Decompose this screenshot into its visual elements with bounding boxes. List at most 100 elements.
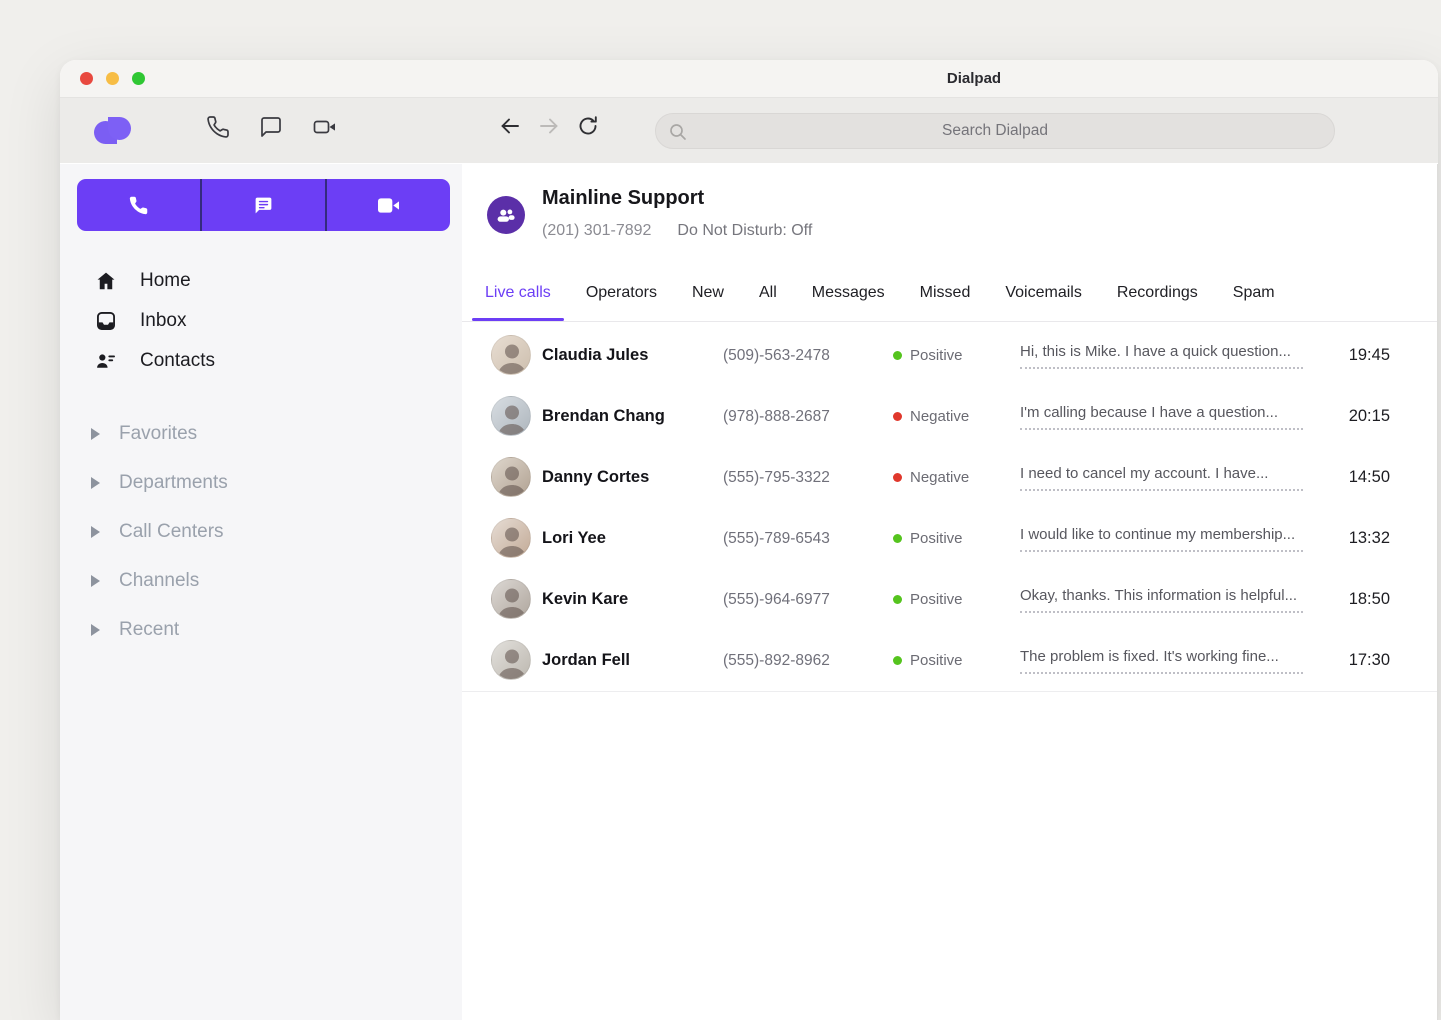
avatar [491,518,531,558]
dnd-status[interactable]: Do Not Disturb: Off [677,222,813,239]
chevron-right-icon [91,427,100,440]
sidebar: Home Inbox Contacts [60,164,462,1020]
message-button[interactable] [200,179,325,231]
contact-subtitle: (201) 301-7892 Do Not Disturb: Off [542,222,812,240]
minimize-button[interactable] [106,72,119,85]
dialpad-logo-icon [94,115,134,147]
call-time: 19:45 [1348,346,1390,364]
search-bar [655,113,1335,149]
contacts-icon [94,350,118,372]
video-filled-icon [378,197,399,213]
tab[interactable]: Live calls [472,278,564,321]
call-row[interactable]: Lori Yee (555)-789-6543 Positive I would… [462,508,1437,569]
sidebar-item-home[interactable]: Home [60,261,462,301]
call-button[interactable] [77,179,200,231]
call-row[interactable]: Kevin Kare (555)-964-6977 Positive Okay,… [462,569,1437,630]
phone-icon[interactable] [206,115,230,139]
caller-phone: (509)-563-2478 [723,346,830,364]
avatar [491,457,531,497]
tab[interactable]: Recordings [1116,284,1198,301]
tab[interactable]: New [691,284,724,301]
caller-phone: (555)-789-6543 [723,529,830,547]
group-avatar [487,196,525,234]
sidebar-item-inbox[interactable]: Inbox [60,301,462,341]
tab-bar: Live calls Operators New All Messages Mi… [462,278,1437,322]
window-title: Dialpad [946,70,1002,87]
forward-icon[interactable] [537,114,561,138]
sidebar-section[interactable]: Favorites [60,409,462,458]
caller-name: Kevin Kare [542,590,629,608]
tab[interactable]: Voicemails [1005,284,1082,301]
sidebar-section-label: Favorites [119,422,198,444]
inbox-icon [94,310,118,332]
sidebar-section[interactable]: Departments [60,458,462,507]
caller-phone: (555)-892-8962 [723,651,830,669]
caller-name: Lori Yee [542,529,606,547]
tab[interactable]: Missed [919,284,971,301]
call-row[interactable]: Jordan Fell (555)-892-8962 Positive The … [462,630,1437,691]
call-time: 20:15 [1348,407,1390,425]
sidebar-section[interactable]: Channels [60,556,462,605]
sentiment-dot [893,351,902,360]
transcript-snippet[interactable]: Okay, thanks. This information is helpfu… [1020,587,1303,613]
chevron-right-icon [91,574,100,587]
sentiment-label: Positive [910,652,963,669]
tab[interactable]: Messages [811,284,885,301]
navigation-buttons [498,114,600,138]
home-icon [94,270,118,292]
sidebar-sections: Favorites Departments Call Centers [60,409,462,654]
sentiment-dot [893,656,902,665]
sentiment-label: Negative [910,469,970,486]
call-row[interactable]: Claudia Jules (509)-563-2478 Positive Hi… [462,325,1437,386]
call-time: 17:30 [1348,651,1390,669]
chat-icon[interactable] [259,115,283,139]
search-input[interactable] [656,114,1334,148]
sidebar-item-label: Inbox [140,310,187,331]
group-icon [497,209,515,222]
caller-name: Jordan Fell [542,651,631,669]
transcript-snippet[interactable]: I'm calling because I have a question... [1020,404,1303,430]
sentiment-dot [893,595,902,604]
call-list: Claudia Jules (509)-563-2478 Positive Hi… [462,325,1437,691]
avatar [491,579,531,619]
sidebar-item-label: Home [140,270,191,291]
transcript-snippet[interactable]: Hi, this is Mike. I have a quick questio… [1020,343,1303,369]
tab[interactable]: Operators [585,284,657,301]
video-call-button[interactable] [325,179,450,231]
sidebar-section-label: Call Centers [119,520,224,542]
caller-phone: (555)-964-6977 [723,590,830,608]
chevron-right-icon [91,476,100,489]
call-time: 13:32 [1348,529,1390,547]
main-panel: Mainline Support (201) 301-7892 Do Not D… [462,164,1438,1020]
tab[interactable]: Spam [1232,284,1275,301]
close-button[interactable] [80,72,93,85]
call-time: 18:50 [1348,590,1390,608]
transcript-snippet[interactable]: I would like to continue my membership..… [1020,526,1303,552]
refresh-icon[interactable] [576,114,600,138]
tab[interactable]: All [758,284,777,301]
chevron-right-icon [91,623,100,636]
transcript-snippet[interactable]: The problem is fixed. It's working fine.… [1020,648,1303,674]
sentiment-label: Negative [910,408,970,425]
call-row[interactable]: Brendan Chang (978)-888-2687 Negative I'… [462,386,1437,447]
sidebar-section-label: Recent [119,618,180,640]
caller-name: Claudia Jules [542,346,649,364]
avatar [491,335,531,375]
back-icon[interactable] [498,114,522,138]
avatar [491,640,531,680]
sidebar-section[interactable]: Recent [60,605,462,654]
contact-title: Mainline Support [542,187,705,209]
sidebar-primary-nav: Home Inbox Contacts [60,261,462,381]
sidebar-section[interactable]: Call Centers [60,507,462,556]
avatar [491,396,531,436]
video-icon[interactable] [312,115,336,139]
call-row[interactable]: Danny Cortes (555)-795-3322 Negative I n… [462,447,1437,508]
zoom-button[interactable] [132,72,145,85]
transcript-snippet[interactable]: I need to cancel my account. I have... [1020,465,1303,491]
caller-name: Danny Cortes [542,468,650,486]
sidebar-item-contacts[interactable]: Contacts [60,341,462,381]
contact-phone: (201) 301-7892 [542,222,652,239]
caller-phone: (555)-795-3322 [723,468,830,486]
chevron-right-icon [91,525,100,538]
phone-filled-icon [129,196,148,214]
